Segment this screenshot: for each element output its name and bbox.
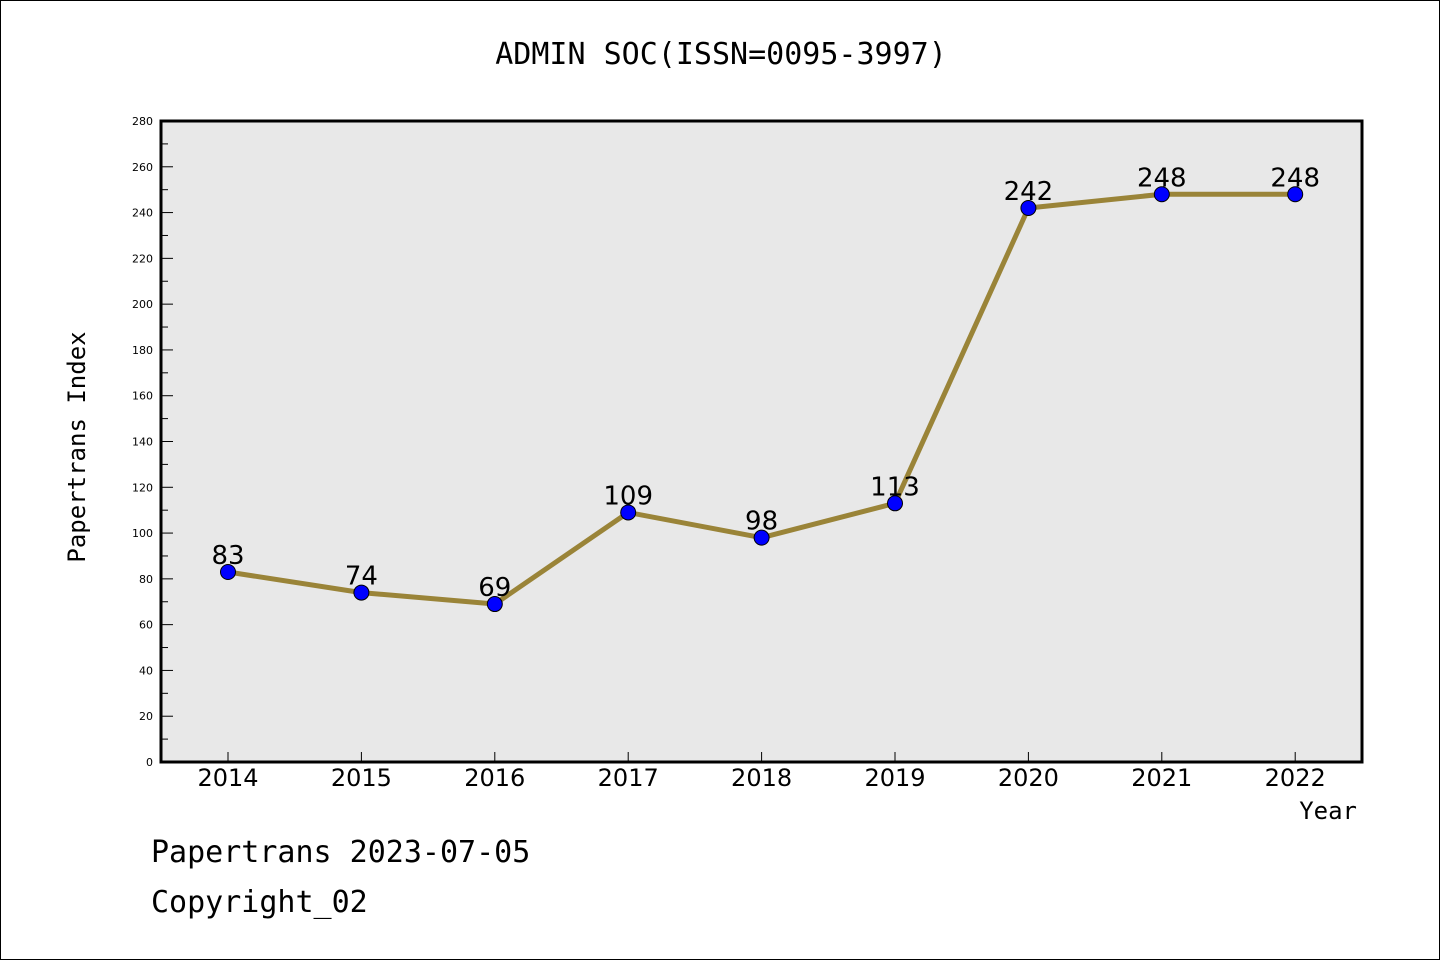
x-axis-label: Year [1299, 797, 1357, 825]
x-tick-label: 2014 [197, 764, 258, 792]
y-tick-label: 140 [132, 436, 153, 449]
data-point [753, 529, 770, 546]
data-point [220, 563, 236, 580]
data-point [353, 584, 370, 601]
x-tick-label: 2017 [598, 764, 659, 792]
data-label: 74 [345, 562, 378, 592]
footer-date: Papertrans 2023-07-05 [151, 835, 531, 870]
data-point [486, 596, 503, 613]
y-tick-label: 200 [132, 298, 153, 311]
y-tick-label: 100 [132, 527, 153, 540]
y-tick-label: 120 [132, 481, 153, 494]
plot-area [159, 119, 1364, 764]
data-point [887, 495, 903, 512]
y-tick-label: 40 [139, 664, 153, 677]
x-tick-label: 2020 [998, 764, 1059, 792]
data-label: 109 [603, 481, 653, 511]
x-axis: 2014 2015 2016 2017 2018 2019 2020 2021 2022 [197, 752, 1326, 792]
data-label: 83 [211, 541, 244, 571]
data-label: 248 [1270, 163, 1320, 193]
x-tick-label: 2019 [864, 764, 925, 792]
y-tick-label: 20 [139, 710, 153, 723]
chart-title: ADMIN SOC(ISSN=0095-3997) [495, 37, 947, 72]
y-axis: 0 20 40 60 80 100 120 140 160 180 200 220 240 260 280 [132, 115, 173, 769]
data-point [620, 504, 637, 521]
x-tick-label: 2016 [464, 764, 525, 792]
y-tick-label: 280 [132, 115, 153, 128]
footer-copyright: Copyright_02 [151, 885, 368, 920]
data-point [1020, 199, 1037, 216]
data-label: 248 [1137, 163, 1187, 193]
y-tick-label: 0 [146, 756, 153, 769]
data-point [1153, 186, 1170, 203]
y-axis-label: Papertrans Index [63, 331, 91, 563]
series-group: 83 74 69 109 98 113 242 248 248 [211, 163, 1320, 613]
y-tick-label: 220 [132, 252, 153, 265]
data-label: 98 [745, 507, 778, 537]
x-tick-label: 2018 [731, 764, 792, 792]
y-tick-label: 60 [139, 619, 153, 632]
data-label: 242 [1004, 177, 1054, 207]
y-tick-label: 160 [132, 390, 153, 403]
y-tick-label: 260 [132, 161, 153, 174]
data-label: 113 [870, 472, 920, 502]
x-tick-label: 2021 [1131, 764, 1192, 792]
x-tick-label: 2022 [1265, 764, 1326, 792]
y-tick-label: 180 [132, 344, 153, 357]
data-label: 69 [478, 573, 511, 603]
y-tick-label: 80 [139, 573, 153, 586]
x-tick-label: 2015 [331, 764, 392, 792]
y-tick-label: 240 [132, 207, 153, 220]
data-point [1287, 186, 1304, 203]
